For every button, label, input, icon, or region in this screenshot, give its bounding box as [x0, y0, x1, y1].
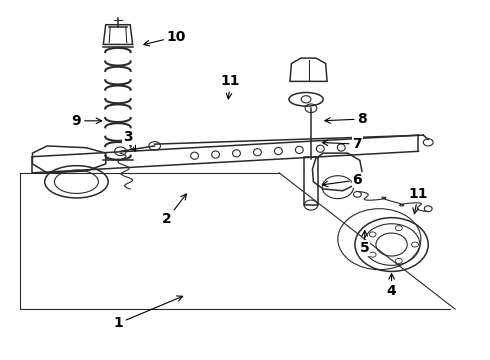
Bar [304, 157, 318, 205]
Text: 2: 2 [162, 194, 186, 226]
Text: 9: 9 [72, 114, 102, 128]
Text: 11: 11 [220, 75, 240, 99]
Text: 3: 3 [123, 130, 136, 151]
Text: 11: 11 [409, 187, 428, 214]
Text: 6: 6 [322, 173, 362, 187]
Text: 7: 7 [322, 137, 362, 151]
Text: 10: 10 [144, 30, 186, 46]
Text: 5: 5 [360, 231, 369, 255]
Text: 4: 4 [387, 274, 396, 298]
Text: 1: 1 [113, 296, 183, 330]
Text: 8: 8 [325, 112, 367, 126]
